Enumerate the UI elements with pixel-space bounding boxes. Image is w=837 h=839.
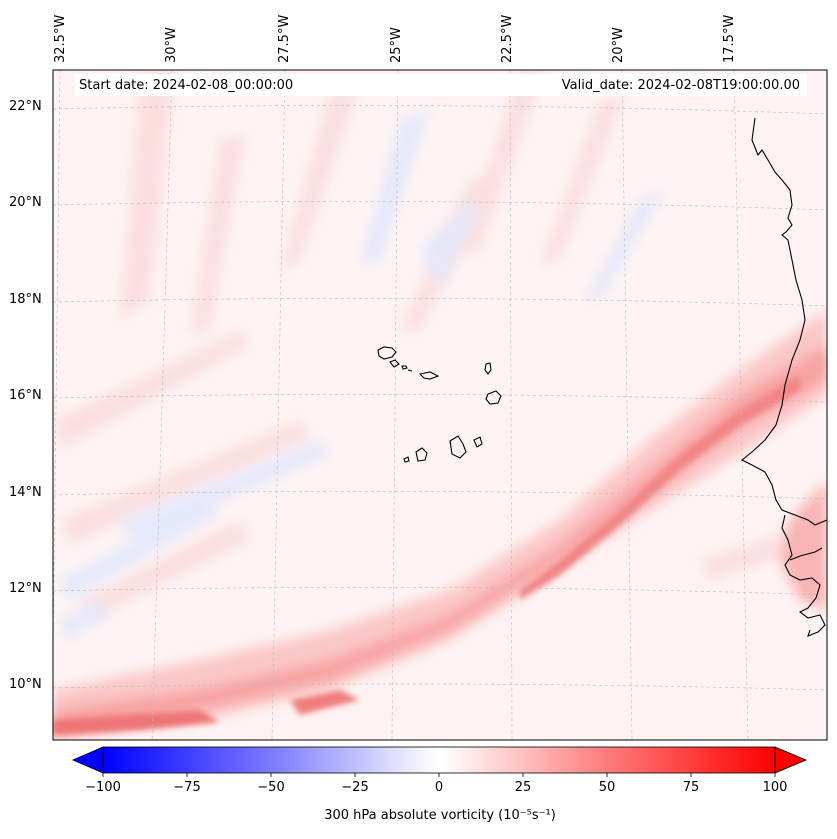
colorbar-extend-low (71, 746, 104, 774)
lat-label: 12°N (9, 581, 42, 596)
colorbar-label: 300 hPa absolute vorticity (10⁻⁵s⁻¹) (324, 808, 556, 823)
lat-label: 22°N (9, 99, 42, 114)
colorbar-tick-label: −75 (173, 780, 201, 795)
coastline-africa (740, 117, 827, 637)
lon-label: 17.5°W (722, 14, 737, 63)
colorbar-tick-label: 75 (682, 780, 700, 795)
colorbar-extend-high (774, 746, 808, 774)
lon-label: 30°W (164, 27, 179, 63)
colorbar-tick-label: 100 (762, 780, 788, 795)
colorbar (71, 746, 808, 777)
lat-label: 20°N (9, 195, 42, 210)
colorbar-tick-label: 0 (434, 780, 444, 795)
header-strip (75, 74, 807, 96)
lat-label: 16°N (9, 388, 42, 403)
lat-label: 10°N (9, 677, 42, 692)
colorbar-tick-label: 25 (514, 780, 532, 795)
colorbar-tick-label: −50 (257, 780, 285, 795)
lat-label: 14°N (9, 485, 42, 500)
colorbar-tick-label: 50 (598, 780, 616, 795)
lon-label: 27.5°W (277, 14, 292, 63)
colorbar-tick-label: −25 (341, 780, 369, 795)
colorbar-tick-label: −100 (85, 780, 121, 795)
lon-label: 20°W (611, 27, 626, 63)
lon-label: 22.5°W (500, 14, 515, 63)
valid-date-label: Valid_date: 2024-02-08T19:00:00.00 (561, 78, 800, 93)
lon-label: 32.5°W (53, 14, 68, 63)
colorbar-body (102, 746, 776, 774)
cape-verde-islands (377, 346, 502, 463)
lon-label: 25°W (389, 27, 404, 63)
lat-label: 18°N (9, 292, 42, 307)
positive-vorticity-band (53, 310, 827, 740)
plot-frame (52, 69, 828, 741)
negative-vorticity-streaks (60, 110, 665, 640)
start-date-label: Start date: 2024-02-08_00:00:00 (79, 78, 294, 93)
